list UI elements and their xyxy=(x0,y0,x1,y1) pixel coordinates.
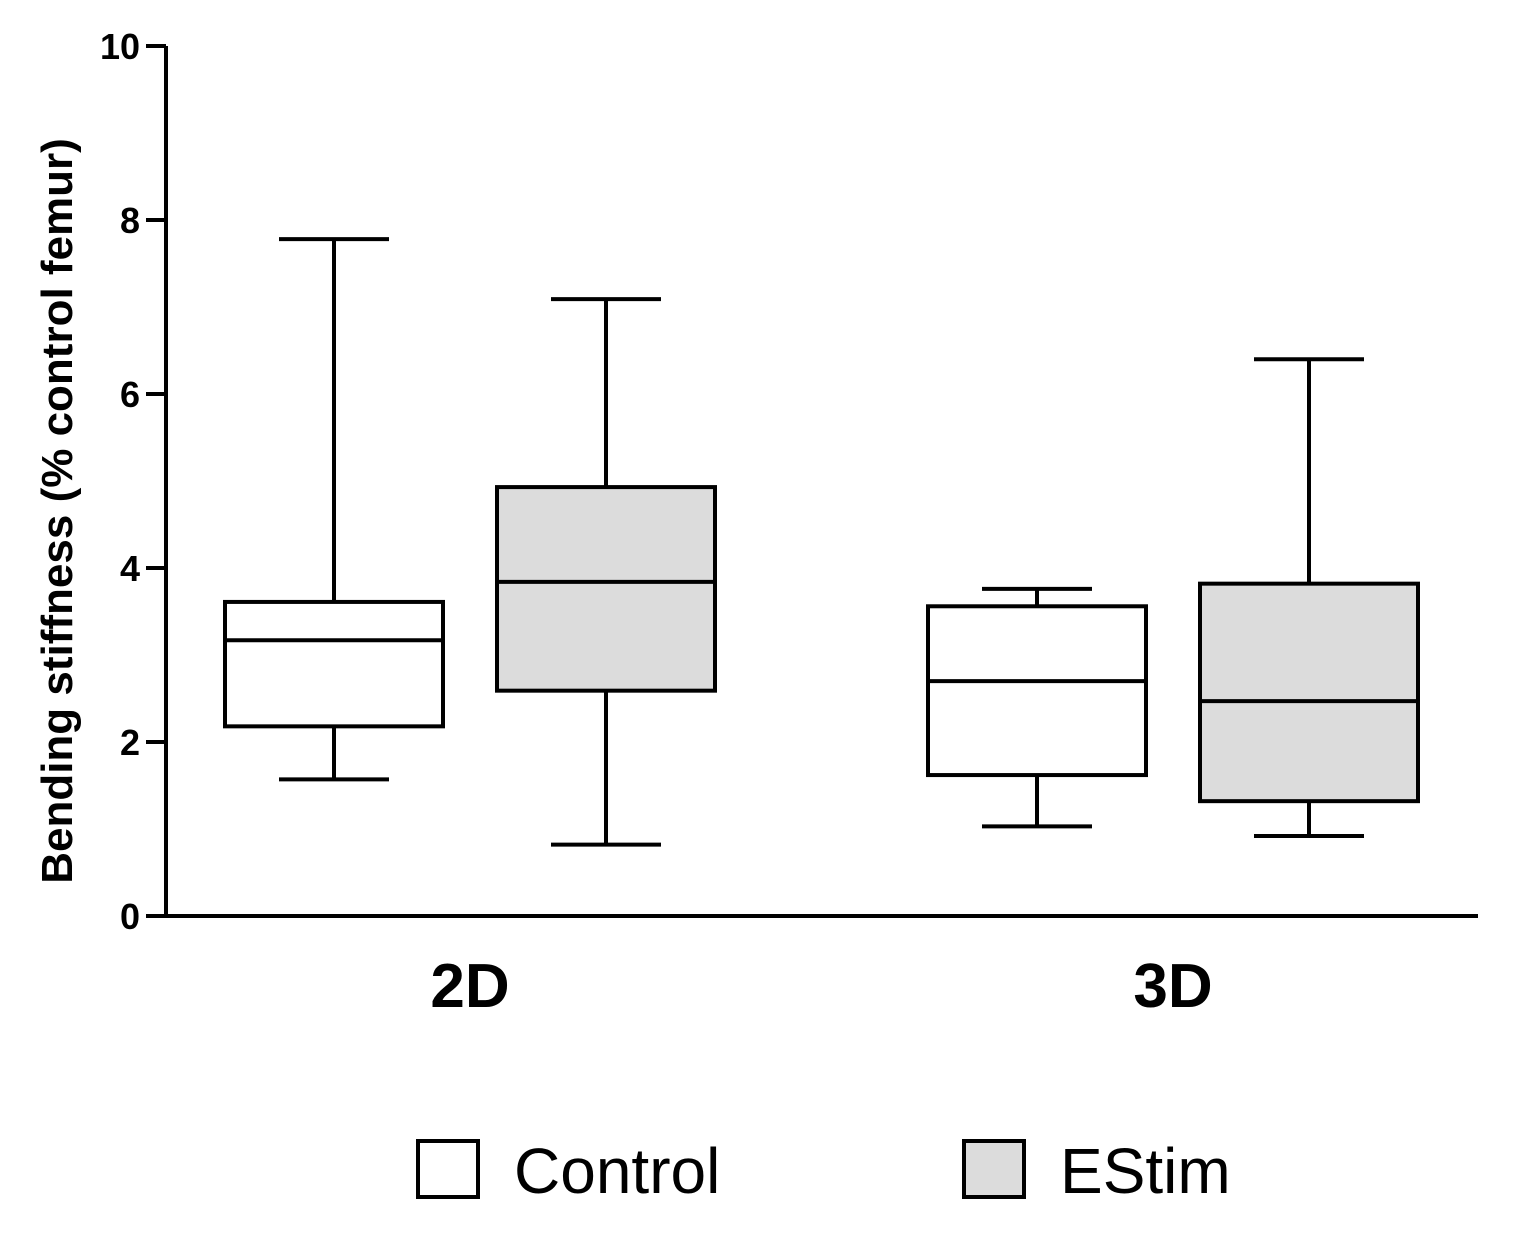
y-tick-label: 2 xyxy=(120,722,140,763)
box-estim-3d xyxy=(1198,357,1420,838)
legend-label: Control xyxy=(514,1135,720,1207)
legend: Control EStim xyxy=(416,1135,1231,1207)
y-axis-title: Bending stiffness (% control femur) xyxy=(33,138,82,884)
y-tick-label: 10 xyxy=(100,26,140,67)
iqr-box xyxy=(1198,581,1420,804)
legend-item-estim: EStim xyxy=(962,1135,1231,1207)
box-estim-2d xyxy=(495,297,717,847)
y-tick-label: 6 xyxy=(120,374,140,415)
iqr-box xyxy=(223,599,445,729)
boxes xyxy=(223,237,1420,847)
axes: 0 2 4 6 8 10 Bending stiffness (% control femu… xyxy=(33,26,1478,1021)
iqr-box xyxy=(926,604,1148,778)
y-tick-label: 8 xyxy=(120,200,140,241)
iqr-box xyxy=(495,485,717,693)
y-tick-label: 4 xyxy=(120,548,140,589)
legend-label: EStim xyxy=(1060,1135,1231,1207)
x-category-label: 3D xyxy=(1133,952,1212,1021)
y-tick-label: 0 xyxy=(120,896,140,937)
legend-item-control: Control xyxy=(416,1135,720,1207)
x-category-label: 2D xyxy=(430,952,509,1021)
box-control-3d xyxy=(926,586,1148,829)
box-control-2d xyxy=(223,237,445,782)
legend-swatch xyxy=(416,1139,480,1199)
legend-swatch xyxy=(962,1139,1026,1199)
